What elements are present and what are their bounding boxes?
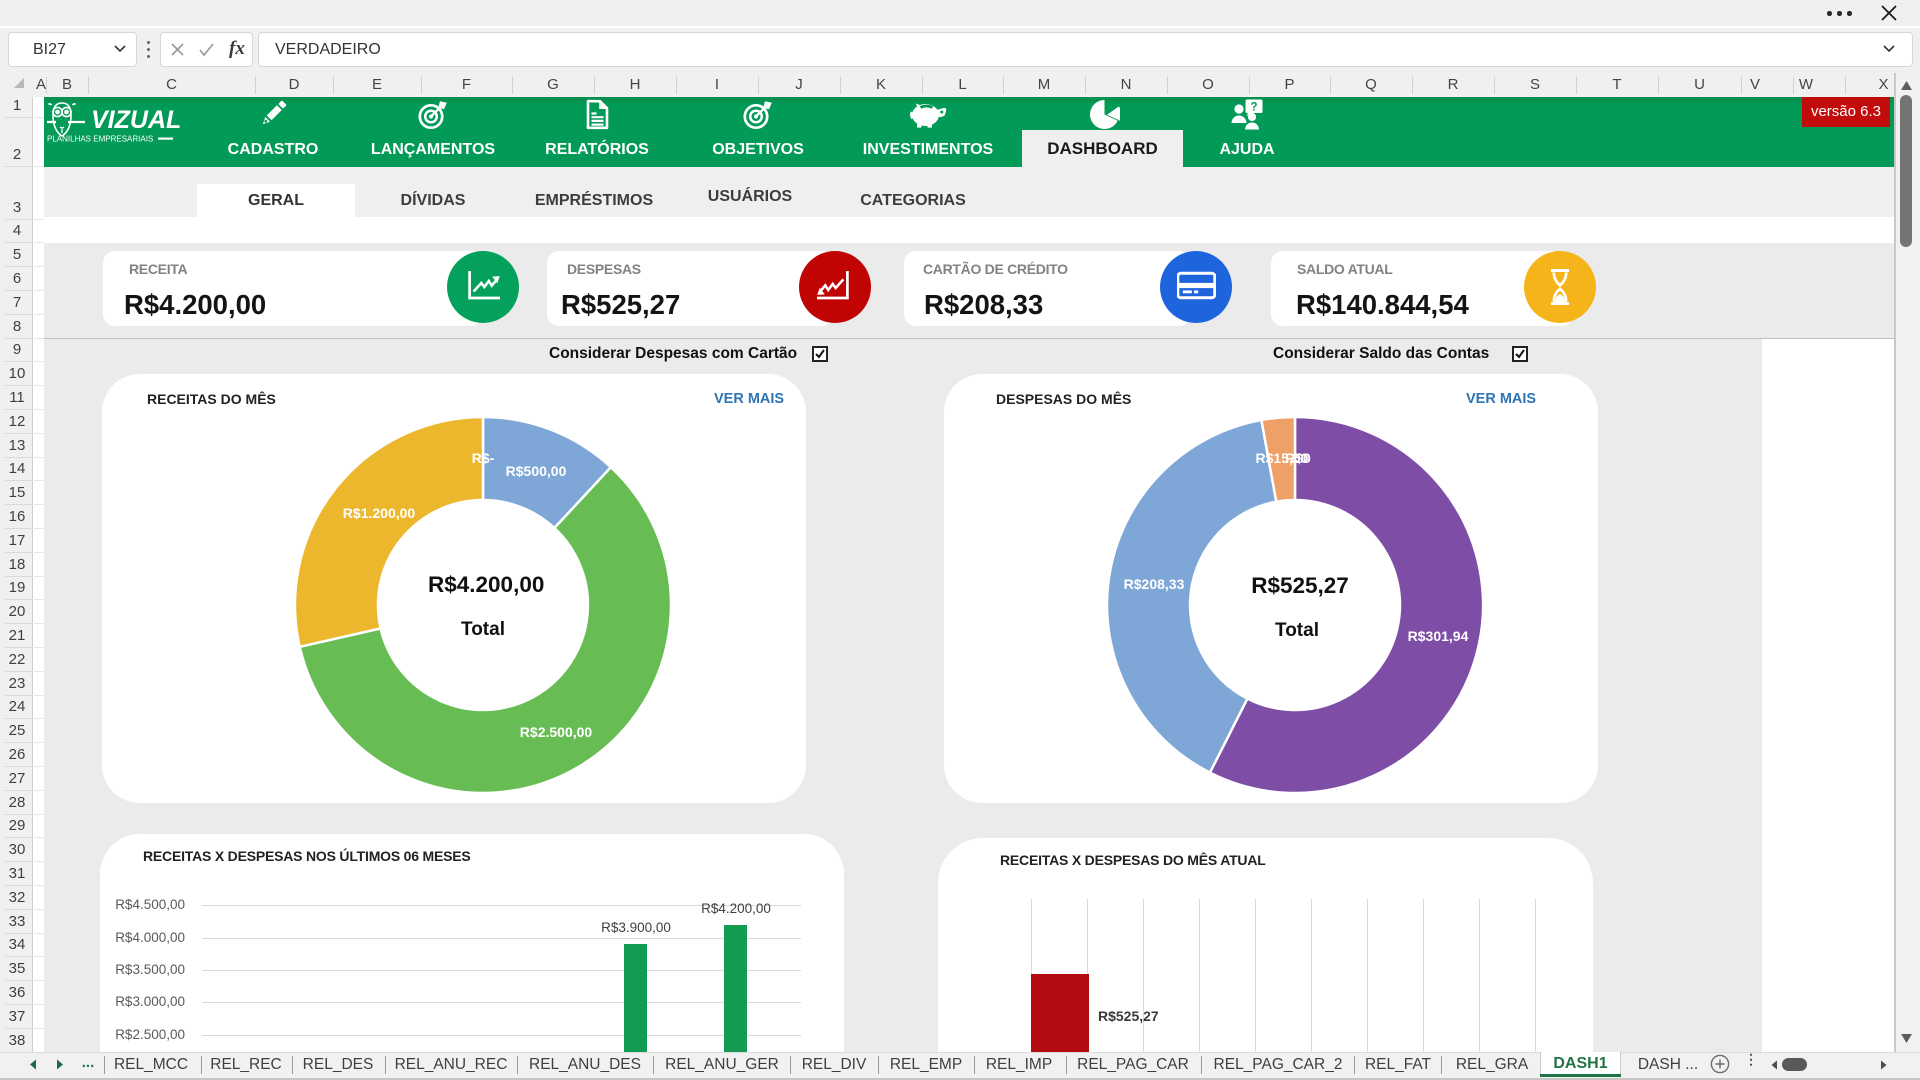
svg-text:?: ? <box>1250 102 1257 114</box>
svg-text:VIZUAL: VIZUAL <box>91 106 181 134</box>
svg-text:PLANILHAS EMPRESARIAIS: PLANILHAS EMPRESARIAIS <box>47 135 153 144</box>
